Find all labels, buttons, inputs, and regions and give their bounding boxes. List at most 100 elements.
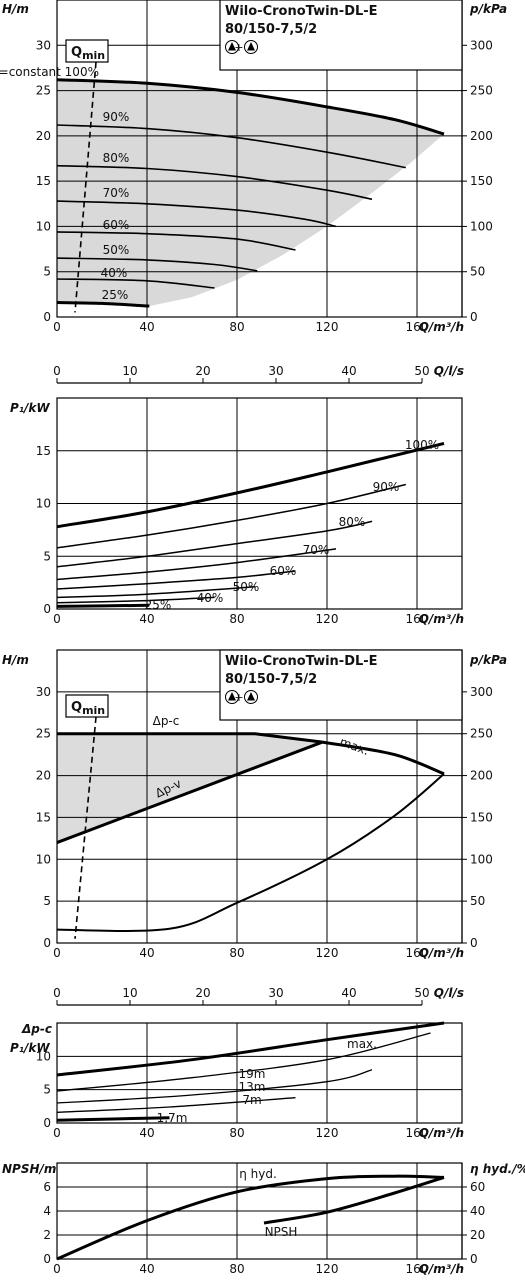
y-tick-label: 2: [43, 1228, 51, 1242]
y2-tick-label: 150: [470, 174, 493, 188]
x-tick-label: 160: [406, 1126, 429, 1140]
y2-tick-label: 50: [470, 265, 485, 279]
dp-c-curve: [57, 732, 323, 744]
power-curve-label: 100%: [405, 438, 439, 452]
flow-ls-axis-2: 0 10 20 30 40 50 Q/l/s: [53, 986, 464, 1006]
power-curve: [56, 570, 296, 590]
y-tick-label: 0: [43, 602, 51, 616]
power-curve-label: 90%: [373, 480, 400, 494]
y-tick-label: 10: [36, 852, 51, 866]
x-tick-label: 80: [229, 612, 244, 626]
title-box: [219, 649, 463, 721]
title-box: [219, 0, 463, 71]
y2-tick-label: 40: [470, 1204, 485, 1218]
qmin-label: Qmin: [71, 45, 105, 62]
x-tick-label: 0: [53, 320, 61, 334]
x-tick-label: 120: [316, 320, 339, 334]
power-curve: [56, 586, 256, 599]
pump-arrow-icon: [228, 692, 236, 701]
pump-arrow-icon: [247, 692, 255, 701]
qmin-dashed-line: [74, 61, 97, 313]
control-power-curve: [56, 1032, 431, 1092]
curve-label: n=constant 100%: [0, 65, 99, 79]
y-tick-label: 25: [36, 84, 51, 98]
curve-label: 70%: [103, 186, 130, 200]
x-tick-label: 160: [406, 946, 429, 960]
y-axis-label: P₁/kW: [10, 401, 50, 415]
x-tick-label: 40: [139, 612, 154, 626]
x-tick-label: 80: [229, 946, 244, 960]
y-axis-label-top: Δp-c: [21, 1022, 52, 1036]
y2-tick-label: 100: [470, 219, 493, 233]
qmin-label: Qmin: [71, 700, 105, 717]
y2-tick-label: 100: [470, 852, 493, 866]
y2-tick-label: 250: [470, 84, 493, 98]
y-tick-label: 5: [43, 265, 51, 279]
y-axis-label: NPSH/m: [2, 1162, 56, 1176]
x-tick-label: 40: [139, 946, 154, 960]
pump-arrow-icon: [247, 42, 255, 51]
speed-curve: [56, 257, 258, 272]
x-axis-label: Q/m³/h: [419, 1126, 464, 1140]
y-tick-label: 5: [43, 1083, 51, 1097]
power-curve-label: 80%: [339, 515, 366, 529]
x-tick-label: 80: [229, 1262, 244, 1276]
y2-tick-label: 200: [470, 129, 493, 143]
x-axis-label: Q/m³/h: [419, 946, 464, 960]
speed-curve: [56, 124, 406, 169]
constant-pressure-area: [57, 733, 323, 843]
control-power-label: 13m: [239, 1080, 266, 1094]
y-tick-label: 20: [36, 769, 51, 783]
y-tick-label: 15: [36, 174, 51, 188]
control-power-curve: [56, 1069, 373, 1104]
y2-tick-label: 20: [470, 1228, 485, 1242]
curve-label: 80%: [103, 151, 130, 165]
curve-label: 40%: [101, 266, 128, 280]
y-tick-label: 0: [43, 310, 51, 324]
y2-axis-label: η hyd./%: [470, 1162, 525, 1176]
x-tick-label: 40: [139, 1262, 154, 1276]
x-tick-label: 40: [139, 320, 154, 334]
qmin-label-box: [65, 39, 109, 63]
y-tick-label: 10: [36, 1049, 51, 1063]
npsh-label: NPSH: [265, 1225, 298, 1239]
x-tick-label: 120: [316, 612, 339, 626]
y-tick-label: 30: [36, 685, 51, 699]
power-curve-label: 40%: [197, 591, 224, 605]
power-curve: [56, 520, 373, 568]
control-power-label: 1,7m: [157, 1111, 188, 1125]
flow-tick-label: 40: [341, 986, 356, 1000]
npsh-efficiency-chart: 0 40 80 120 160 0 2 4 6 Q/m³/h η hyd. NPSH NPSH/m η h…: [2, 1162, 525, 1276]
chart-title-line-1: Wilo-CronoTwin-DL-E: [225, 654, 378, 669]
flow-tick-label: 50: [414, 986, 429, 1000]
power-curve-label: 25%: [145, 598, 172, 612]
y-tick-label: 6: [43, 1180, 51, 1194]
pump-arrow-icon: [228, 42, 236, 51]
y2-tick-label: 250: [470, 727, 493, 741]
power-curve: [56, 596, 215, 604]
y-axis-label: H/m: [2, 2, 29, 16]
chart-title-line-2: 80/150-7,5/2: [225, 672, 317, 687]
y-tick-label: 4: [43, 1204, 51, 1218]
power-curve: [56, 548, 337, 581]
x-tick-label: 120: [316, 946, 339, 960]
y2-tick-label: 0: [470, 310, 478, 324]
y-tick-label: 15: [36, 810, 51, 824]
power-curve: [56, 483, 406, 549]
y2-tick-label: 50: [470, 894, 485, 908]
y2-axis-label: p/kPa: [469, 653, 507, 667]
y-axis-label: P₁/kW: [10, 1041, 50, 1055]
flow-tick-label: 30: [268, 986, 283, 1000]
y2-tick-label: 200: [470, 769, 493, 783]
flow-tick-label: 0: [53, 986, 61, 1000]
speed-curve: [56, 78, 445, 136]
chart-title-line-1: Wilo-CronoTwin-DL-E: [225, 4, 378, 19]
control-power-curve: [56, 1097, 296, 1113]
efficiency-label: η hyd.: [239, 1167, 277, 1181]
x-tick-label: 120: [316, 1262, 339, 1276]
control-power-curve: [56, 1021, 445, 1077]
y2-axis-label: p/kPa: [469, 2, 507, 16]
x-tick-label: 40: [139, 1126, 154, 1140]
